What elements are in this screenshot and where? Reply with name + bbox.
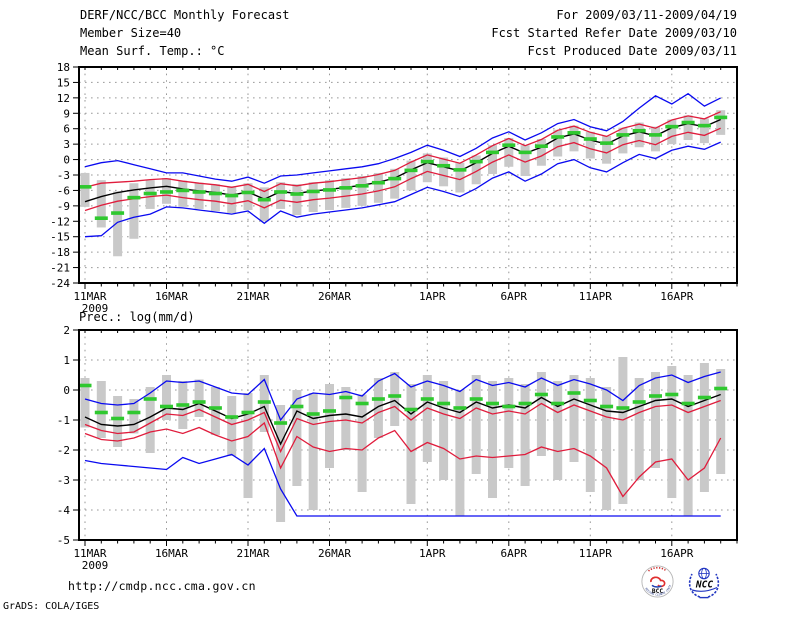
x-axis-year-label: 2009 — [82, 302, 109, 315]
observation-dash-markers — [78, 115, 728, 220]
page-title: DERF/NCC/BCC Monthly Forecast — [80, 8, 290, 22]
svg-text:-1: -1 — [57, 414, 70, 427]
svg-text:6: 6 — [63, 123, 70, 136]
svg-text:6APR: 6APR — [501, 547, 528, 560]
svg-text:1APR: 1APR — [419, 547, 446, 560]
svg-text:26MAR: 26MAR — [318, 290, 351, 303]
svg-text:-3: -3 — [57, 474, 70, 487]
lower-line — [84, 127, 721, 212]
mean-line — [84, 118, 721, 203]
svg-text:0: 0 — [63, 154, 70, 167]
refer-date-label: Fcst Started Refer Date 2009/03/10 — [491, 26, 737, 40]
svg-text:21MAR: 21MAR — [236, 290, 269, 303]
ensemble-spread-bars — [80, 110, 726, 257]
ncc-logo-text: NCC — [695, 580, 713, 591]
svg-text:-24: -24 — [50, 277, 70, 290]
min-line — [84, 141, 721, 238]
svg-text:11MAR: 11MAR — [73, 290, 106, 303]
website-url: http://cmdp.ncc.cma.gov.cn — [68, 579, 256, 593]
svg-text:-9: -9 — [57, 200, 70, 213]
produced-date-label: Fcst Produced Date 2009/03/11 — [527, 44, 737, 58]
min-line — [84, 447, 721, 517]
bcc-logo-ring — [641, 565, 674, 598]
max-line — [84, 371, 721, 422]
ncc-logo: NCC — [688, 567, 720, 599]
svg-text:16MAR: 16MAR — [155, 290, 188, 303]
x-axis-year-label: 2009 — [82, 559, 109, 572]
svg-text:16APR: 16APR — [660, 290, 693, 303]
x-axis-labels: 11MAR 16MAR 21MAR 26MAR 1APR 6APR 11APR 16APR 20… — [73, 547, 693, 572]
svg-text:11MAR: 11MAR — [73, 547, 106, 560]
svg-text:-4: -4 — [57, 504, 71, 517]
svg-text:-12: -12 — [50, 215, 70, 228]
svg-text:18: 18 — [57, 61, 70, 74]
axis-ticks — [73, 66, 738, 289]
bcc-logo-blue-swirl — [651, 584, 662, 588]
svg-text:16MAR: 16MAR — [155, 547, 188, 560]
mean-line — [84, 393, 721, 446]
svg-text:-21: -21 — [50, 262, 70, 275]
svg-text:21MAR: 21MAR — [236, 547, 269, 560]
svg-text:16APR: 16APR — [660, 547, 693, 560]
precipitation-chart-title: Prec.: log(mm/d) — [79, 310, 195, 324]
svg-text:-15: -15 — [50, 231, 70, 244]
upper-line — [84, 399, 721, 454]
plot-border — [78, 329, 738, 541]
ensemble-spread-bars — [80, 357, 726, 522]
y-axis-labels: 18 15 12 9 6 3 0 -3 -6 -9 -12 -15 -18 -21 -24 — [50, 61, 70, 290]
svg-text:2: 2 — [63, 324, 70, 337]
svg-text:9: 9 — [63, 107, 70, 120]
forecast-range-label: For 2009/03/11-2009/04/19 — [556, 8, 737, 22]
svg-text:11APR: 11APR — [579, 290, 612, 303]
ncc-logo-swoosh — [691, 586, 718, 592]
svg-text:1APR: 1APR — [419, 290, 446, 303]
bcc-logo-text: BCC — [652, 588, 663, 595]
svg-text:-6: -6 — [57, 184, 70, 197]
bcc-logo-cjk-arc — [647, 566, 668, 572]
svg-text:6APR: 6APR — [501, 290, 528, 303]
svg-text:11APR: 11APR — [579, 547, 612, 560]
svg-text:-3: -3 — [57, 169, 70, 182]
x-axis-labels: 11MAR 16MAR 21MAR 26MAR 1APR 6APR 11APR 16APR 20… — [73, 290, 693, 315]
temperature-chart-title: Mean Surf. Temp.: °C — [80, 44, 225, 58]
svg-text:-18: -18 — [50, 246, 70, 259]
lower-line — [84, 421, 722, 498]
svg-text:-2: -2 — [57, 444, 70, 457]
svg-text:15: 15 — [57, 76, 70, 89]
svg-text:-5: -5 — [57, 534, 70, 547]
ncc-logo-emblem — [688, 567, 720, 599]
max-line — [84, 92, 721, 184]
svg-text:1: 1 — [63, 354, 70, 367]
svg-text:26MAR: 26MAR — [318, 547, 351, 560]
upper-line — [84, 111, 721, 193]
svg-text:0: 0 — [63, 384, 70, 397]
observation-dash-markers — [78, 383, 728, 425]
member-size-label: Member Size=40 — [80, 26, 182, 40]
svg-text:3: 3 — [63, 138, 70, 151]
plot-border — [78, 66, 738, 284]
svg-text:12: 12 — [57, 92, 70, 105]
grads-credit: GrADS: COLA/IGES — [3, 601, 100, 612]
y-axis-labels: 2 1 0 -1 -2 -3 -4 -5 — [57, 324, 71, 547]
bcc-logo: BCC BEIJING CLIMATE CENTER — [641, 565, 674, 598]
